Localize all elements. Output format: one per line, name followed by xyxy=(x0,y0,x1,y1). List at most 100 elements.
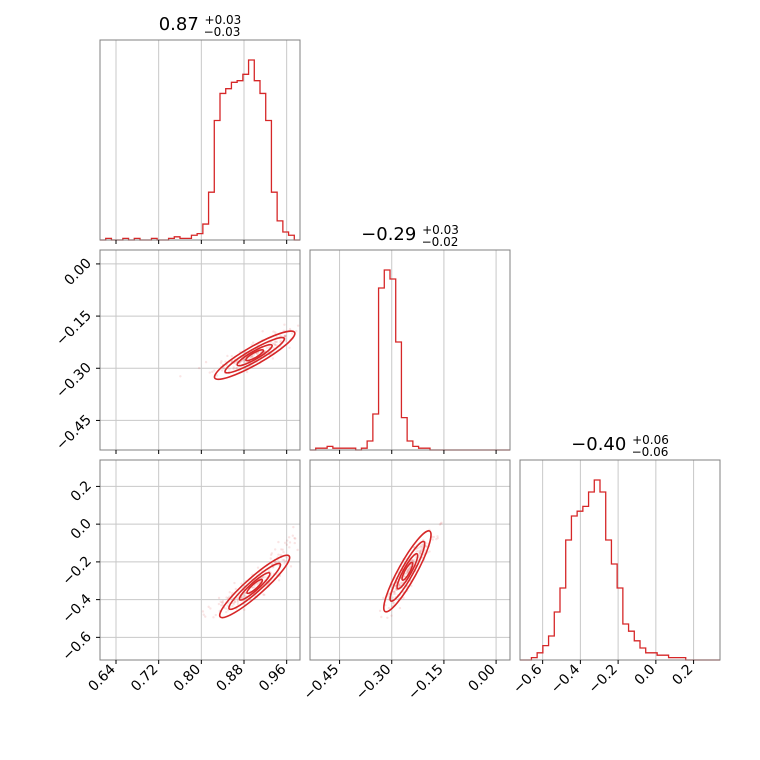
hist2d-sample-point xyxy=(243,595,247,598)
hist2d-sample-point xyxy=(425,545,428,548)
hist2d-sample-point xyxy=(230,354,234,358)
hist2d-sample-point xyxy=(243,360,246,364)
y-tick-label-p3-4: −0.6 xyxy=(59,629,94,664)
hist2d-sample-point xyxy=(284,334,287,338)
hist2d-sample-point xyxy=(201,610,205,613)
hist2d-sample-point xyxy=(417,546,420,550)
hist2d-sample-point xyxy=(431,538,434,541)
hist2d-sample-point xyxy=(221,601,224,604)
hist2d-sample-point xyxy=(284,339,287,343)
hist2d-sample-point xyxy=(387,606,391,610)
hist2d-sample-point xyxy=(252,353,256,357)
hist2d-sample-point xyxy=(256,351,260,354)
hist2d-sample-point xyxy=(222,367,225,370)
hist2d-sample-point xyxy=(234,367,238,370)
hist2d-sample-point xyxy=(219,604,223,607)
x-tick-label-p3-0: −0.6 xyxy=(510,661,545,696)
hist2d-contour-2-2 xyxy=(396,552,419,590)
hist2d-sample-point xyxy=(283,334,287,337)
hist2d-sample-point xyxy=(410,584,413,588)
hist2d-sample-point xyxy=(289,565,293,568)
hist1d-border-2 xyxy=(309,249,511,451)
hist2d-sample-point xyxy=(221,601,224,604)
x-tick-label-p2-0: 0.00 xyxy=(466,662,499,695)
hist2d-sample-point xyxy=(420,545,423,549)
hist2d-sample-point xyxy=(290,332,294,335)
hist2d-sample-point xyxy=(207,605,210,609)
hist2d-sample-point xyxy=(421,543,424,546)
hist2d-sample-point xyxy=(439,522,443,525)
hist2d-sample-point xyxy=(406,568,410,572)
hist2d-sample-point xyxy=(295,329,298,333)
hist2d-sample-point xyxy=(288,327,292,331)
hist2d-sample-point xyxy=(413,558,416,561)
hist2d-contour-1-0 xyxy=(218,554,291,619)
hist2d-sample-point xyxy=(418,552,422,555)
y-tick-label-p2-3: −0.45 xyxy=(53,412,95,454)
hist2d-sample-point xyxy=(211,370,214,374)
hist2d-sample-point xyxy=(233,600,237,604)
x-tick-label-p3-2: −0.2 xyxy=(586,662,621,697)
hist2d-sample-point xyxy=(274,331,277,334)
hist2d-sample-point xyxy=(380,615,383,619)
title-param-3-plus: +0.06 xyxy=(632,433,669,447)
hist2d-sample-point xyxy=(277,553,280,556)
hist2d-sample-point xyxy=(224,360,227,363)
hist2d-sample-point xyxy=(265,346,269,349)
hist2d-sample-point xyxy=(217,602,221,606)
hist2d-sample-point xyxy=(281,548,284,551)
hist1d-border-1 xyxy=(99,39,301,241)
hist2d-sample-point xyxy=(284,334,287,338)
hist2d-sample-point xyxy=(386,616,389,619)
hist2d-sample-point xyxy=(398,606,402,610)
hist2d-sample-point xyxy=(424,549,427,552)
hist2d-sample-point xyxy=(392,590,396,593)
hist2d-sample-point xyxy=(281,559,284,562)
hist2d-sample-point xyxy=(233,581,236,585)
x-tick-label-p3-1: −0.4 xyxy=(548,661,583,696)
hist2d-sample-point xyxy=(283,541,287,545)
hist2d-sample-point xyxy=(418,551,422,554)
hist2d-sample-point xyxy=(219,600,222,603)
hist2d-sample-point xyxy=(263,593,266,597)
hist2d-sample-point xyxy=(232,367,235,370)
hist2d-contour-1-3 xyxy=(246,578,264,595)
title-param-3-median: −0.40 xyxy=(571,434,626,455)
hist2d-panel-1-3 xyxy=(96,459,301,664)
hist2d-sample-point xyxy=(214,613,217,617)
hist2d-sample-point xyxy=(236,603,240,606)
hist2d-sample-point xyxy=(416,549,420,553)
hist2d-sample-point xyxy=(226,354,229,358)
hist2d-sample-point xyxy=(232,366,236,369)
title-param-2-plus: +0.03 xyxy=(422,223,459,237)
hist2d-sample-point xyxy=(253,586,256,589)
hist2d-sample-point xyxy=(217,596,221,600)
hist2d-sample-point xyxy=(393,590,396,594)
hist2d-sample-point xyxy=(269,553,273,557)
hist2d-sample-point xyxy=(398,583,401,587)
hist2d-sample-point xyxy=(283,335,287,338)
hist2d-sample-point xyxy=(273,548,277,551)
hist2d-sample-point xyxy=(220,369,224,372)
hist1d-step-1 xyxy=(100,59,300,241)
hist2d-sample-point xyxy=(257,581,260,585)
title-param-1-minus: −0.03 xyxy=(204,25,241,39)
hist2d-sample-point xyxy=(225,610,228,614)
hist2d-sample-point xyxy=(378,609,382,613)
hist2d-border-1 xyxy=(99,459,301,661)
title-param-2: −0.29 +0.03 xyxy=(361,223,459,245)
hist2d-sample-point xyxy=(420,544,423,547)
hist1d-panel-2 xyxy=(309,249,511,454)
hist2d-sample-point xyxy=(392,592,396,596)
hist2d-sample-point xyxy=(412,545,416,549)
hist2d-sample-point xyxy=(208,371,211,374)
hist2d-sample-point xyxy=(179,375,182,378)
hist2d-sample-point xyxy=(234,587,238,591)
hist2d-sample-point xyxy=(256,566,260,569)
hist2d-sample-point xyxy=(243,358,246,362)
hist2d-sample-point xyxy=(243,593,246,597)
hist2d-contour-0-3 xyxy=(245,349,265,362)
hist2d-sample-point xyxy=(232,602,236,606)
x-tick-label-p1-2: 0.80 xyxy=(171,662,204,695)
hist1d-panel-1 xyxy=(99,39,301,244)
